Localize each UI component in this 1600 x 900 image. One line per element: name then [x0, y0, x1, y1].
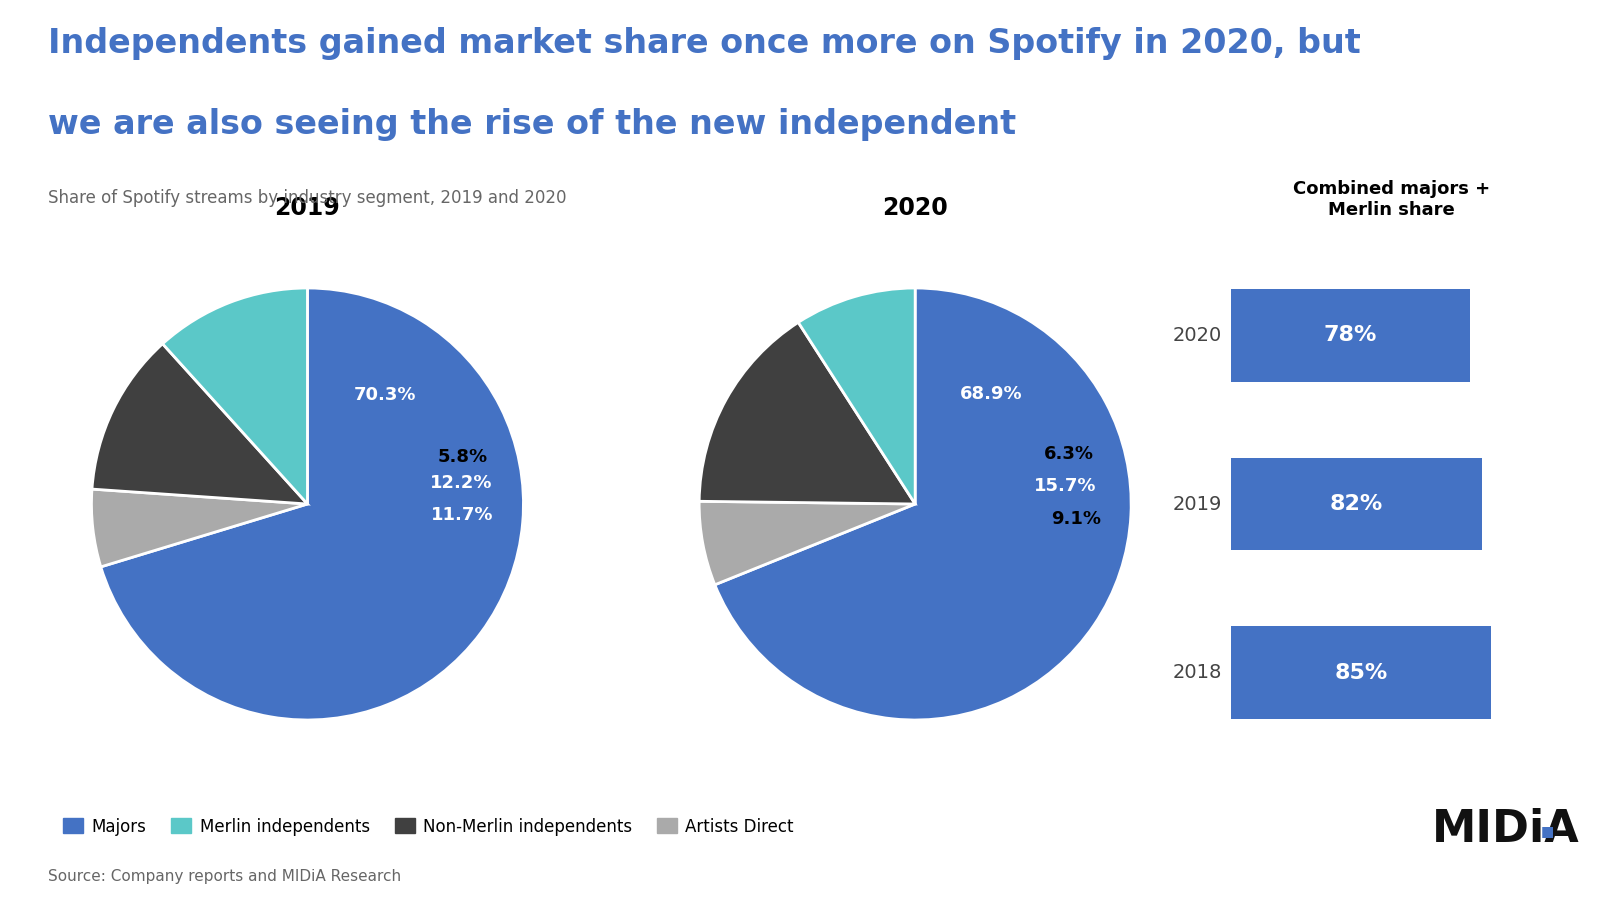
Text: .: .	[1536, 791, 1560, 850]
Text: we are also seeing the rise of the new independent: we are also seeing the rise of the new i…	[48, 108, 1016, 141]
Text: 15.7%: 15.7%	[1034, 477, 1096, 495]
Text: 12.2%: 12.2%	[430, 474, 493, 492]
Bar	[1232, 626, 1491, 719]
Text: 68.9%: 68.9%	[960, 384, 1022, 402]
Text: 78%: 78%	[1323, 325, 1378, 346]
Wedge shape	[699, 501, 915, 585]
Title: 2019: 2019	[275, 195, 341, 220]
Bar	[1232, 457, 1482, 551]
Wedge shape	[91, 489, 307, 567]
Text: 2019: 2019	[1173, 494, 1222, 514]
Text: 85%: 85%	[1334, 662, 1387, 683]
Wedge shape	[798, 288, 915, 504]
Wedge shape	[715, 288, 1131, 720]
Text: 6.3%: 6.3%	[1045, 446, 1094, 464]
Legend: Majors, Merlin independents, Non-Merlin independents, Artists Direct: Majors, Merlin independents, Non-Merlin …	[56, 811, 800, 842]
Text: MIDiA: MIDiA	[1432, 807, 1579, 850]
Text: Share of Spotify streams by industry segment, 2019 and 2020: Share of Spotify streams by industry seg…	[48, 189, 566, 207]
Text: 11.7%: 11.7%	[432, 507, 494, 525]
Bar	[1232, 289, 1469, 382]
Text: 2018: 2018	[1173, 663, 1222, 682]
Text: Independents gained market share once more on Spotify in 2020, but: Independents gained market share once mo…	[48, 27, 1360, 60]
Title: 2020: 2020	[882, 195, 949, 220]
Text: 82%: 82%	[1330, 494, 1384, 514]
Wedge shape	[163, 288, 307, 504]
Wedge shape	[699, 322, 915, 504]
Text: 5.8%: 5.8%	[437, 448, 488, 466]
Text: 2020: 2020	[1173, 326, 1222, 345]
Title: Combined majors +
Merlin share: Combined majors + Merlin share	[1293, 180, 1490, 219]
Text: 9.1%: 9.1%	[1051, 510, 1101, 528]
Text: Source: Company reports and MIDiA Research: Source: Company reports and MIDiA Resear…	[48, 868, 402, 884]
Text: 70.3%: 70.3%	[354, 385, 416, 403]
Wedge shape	[101, 288, 523, 720]
Wedge shape	[91, 344, 307, 504]
